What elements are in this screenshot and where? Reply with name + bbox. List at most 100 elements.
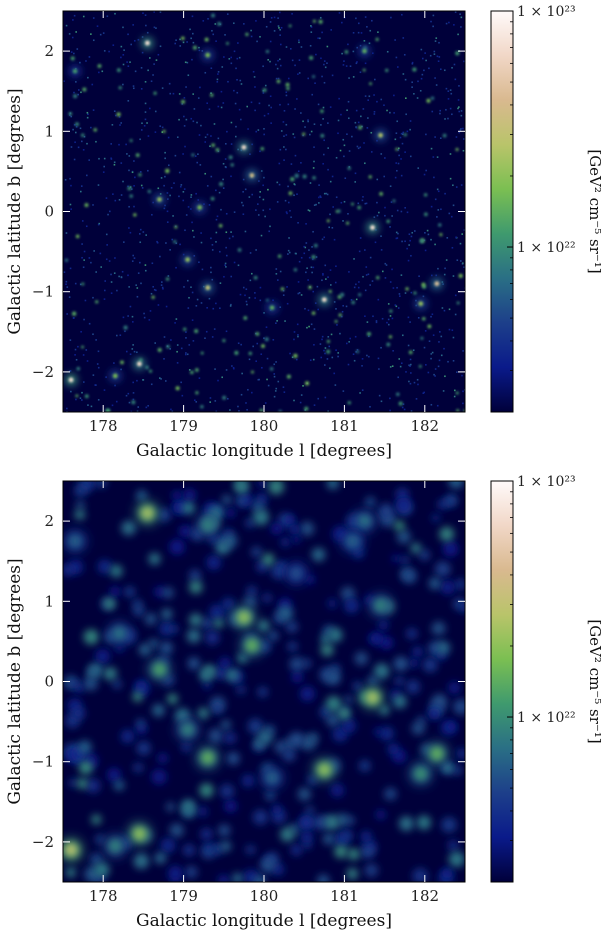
faint-source (453, 389, 456, 392)
diffuse-source (253, 509, 269, 526)
faint-source (336, 324, 338, 326)
faint-source (183, 327, 187, 331)
diffuse-source (354, 651, 369, 666)
faint-source (92, 296, 94, 299)
x-tick-label: 181 (330, 887, 359, 905)
y-tick-label: −2 (32, 833, 54, 851)
faint-source (394, 176, 397, 179)
faint-source (332, 206, 334, 208)
faint-source (101, 70, 104, 73)
faint-source (359, 146, 362, 149)
faint-source (220, 208, 222, 211)
faint-source (358, 293, 362, 297)
faint-source (321, 238, 324, 241)
faint-source (192, 41, 195, 44)
faint-source (343, 60, 345, 62)
faint-source (389, 315, 392, 317)
faint-source (401, 240, 403, 243)
bright-source (366, 691, 380, 705)
faint-source (384, 157, 386, 159)
bright-source (249, 173, 255, 178)
faint-source (280, 26, 283, 29)
faint-source (345, 65, 348, 67)
faint-source (110, 281, 113, 283)
diffuse-source (262, 593, 272, 603)
faint-source (120, 194, 123, 196)
faint-source (438, 41, 440, 44)
faint-source (196, 298, 199, 301)
diffuse-source (374, 727, 383, 736)
faint-source (75, 394, 79, 398)
faint-source (380, 153, 383, 155)
faint-source (426, 98, 431, 103)
faint-source (123, 49, 125, 51)
diffuse-source (120, 729, 135, 744)
faint-source (456, 259, 459, 262)
diffuse-source (236, 685, 246, 695)
faint-source (451, 246, 454, 249)
faint-source (440, 208, 442, 211)
faint-source (88, 56, 91, 58)
faint-source (402, 131, 404, 134)
diffuse-source (181, 742, 192, 753)
faint-source (259, 191, 262, 193)
faint-source (133, 350, 136, 353)
faint-source (160, 284, 163, 286)
faint-source (352, 76, 355, 78)
faint-source (417, 383, 419, 386)
faint-source (349, 65, 352, 68)
faint-source (66, 313, 68, 315)
faint-source (165, 168, 170, 174)
faint-source (73, 94, 78, 99)
faint-source (152, 285, 154, 288)
faint-source (246, 303, 248, 306)
faint-source (225, 266, 227, 268)
colorbar-tick-label: 1 × 10²³ (517, 474, 576, 490)
faint-source (449, 153, 452, 155)
faint-source (81, 256, 83, 259)
faint-source (161, 286, 164, 289)
faint-source (367, 117, 369, 119)
faint-source (250, 35, 253, 38)
faint-source (407, 316, 410, 319)
faint-source (284, 199, 287, 202)
faint-source (458, 131, 461, 134)
faint-source (110, 273, 112, 276)
faint-source (267, 59, 269, 61)
faint-source (195, 305, 198, 307)
faint-source (98, 71, 100, 74)
faint-source (408, 233, 411, 236)
faint-source (76, 366, 81, 371)
faint-source (309, 359, 312, 362)
faint-source (122, 316, 125, 319)
faint-source (269, 60, 271, 63)
faint-source (293, 194, 295, 197)
x-axis-label: Galactic longitude l [degrees] (136, 441, 392, 461)
faint-source (335, 349, 337, 351)
faint-source (286, 302, 289, 305)
faint-source (397, 162, 400, 165)
bright-source (132, 827, 146, 841)
faint-source (257, 214, 260, 216)
bright-source (317, 763, 331, 777)
faint-source (146, 31, 149, 34)
faint-source (224, 262, 227, 265)
faint-source (179, 45, 182, 47)
faint-source (365, 266, 368, 268)
faint-source (165, 277, 170, 281)
faint-source (269, 225, 271, 228)
faint-source (262, 209, 265, 212)
faint-source (338, 12, 341, 14)
faint-source (293, 331, 296, 333)
faint-source (409, 358, 412, 361)
faint-source (150, 292, 153, 295)
faint-source (273, 375, 276, 378)
faint-source (286, 374, 291, 379)
diffuse-source (320, 643, 334, 657)
faint-source (313, 343, 315, 346)
diffuse-source (344, 695, 353, 704)
diffuse-source (422, 657, 438, 673)
faint-source (368, 355, 370, 358)
bright-source (112, 373, 118, 379)
faint-source (259, 150, 261, 153)
